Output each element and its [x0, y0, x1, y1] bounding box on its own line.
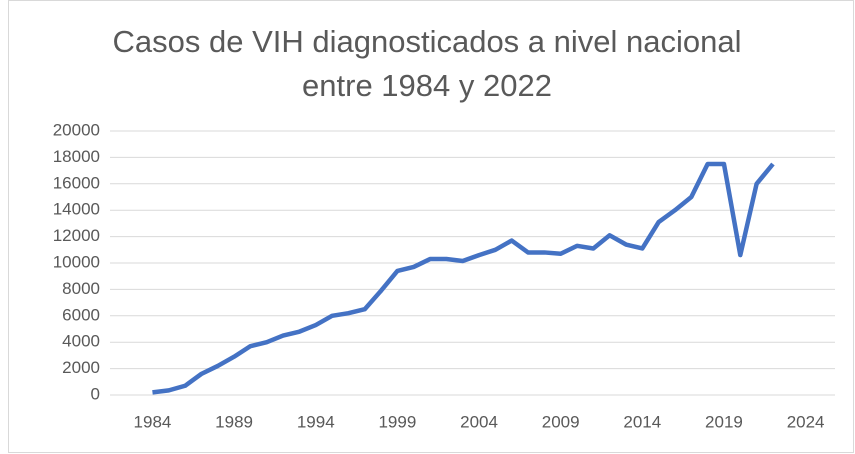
x-tick-label: 2009	[542, 412, 580, 431]
y-tick-label: 12000	[53, 226, 100, 245]
x-tick-label: 2014	[623, 412, 661, 431]
y-tick-label: 4000	[62, 332, 100, 351]
x-tick-label: 2019	[705, 412, 743, 431]
x-tick-label: 2024	[787, 412, 825, 431]
y-tick-label: 18000	[53, 147, 100, 166]
y-tick-label: 14000	[53, 200, 100, 219]
y-tick-label: 16000	[53, 173, 100, 192]
y-tick-label: 0	[91, 384, 100, 403]
chart-border	[8, 0, 854, 453]
x-tick-label: 1984	[134, 412, 172, 431]
y-tick-label: 2000	[62, 358, 100, 377]
x-tick-label: 1994	[297, 412, 335, 431]
chart-title: Casos de VIH diagnosticados a nivel naci…	[112, 24, 742, 103]
y-tick-label: 6000	[62, 305, 100, 324]
y-tick-label: 8000	[62, 279, 100, 298]
data-line	[152, 161, 775, 395]
x-tick-label: 2004	[460, 412, 498, 431]
x-tick-label: 1989	[215, 412, 253, 431]
x-tick-label: 1999	[378, 412, 416, 431]
y-tick-label: 20000	[53, 120, 100, 139]
y-tick-label: 10000	[53, 252, 100, 271]
